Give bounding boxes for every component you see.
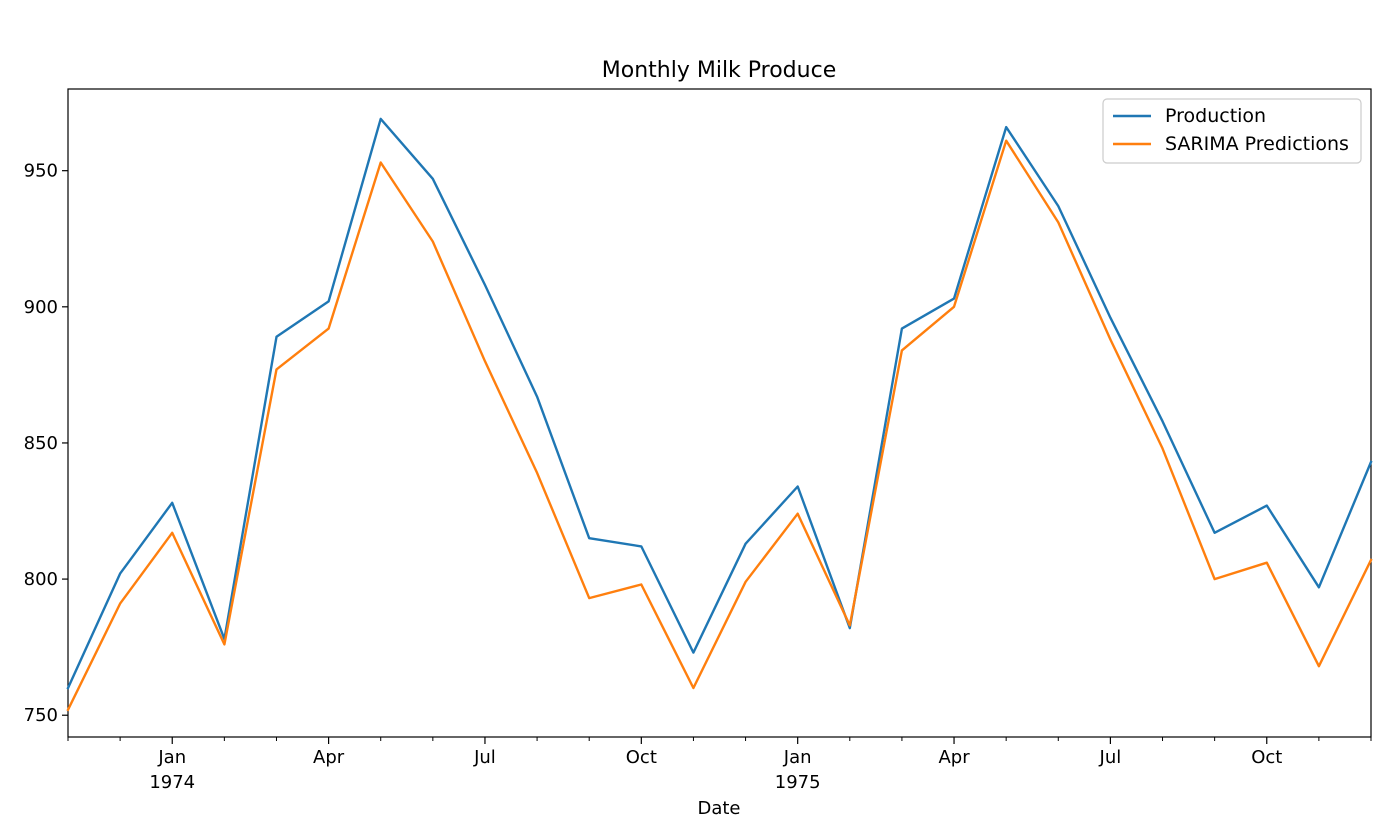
- x-tick-label: Oct: [626, 747, 657, 768]
- legend-label-production: Production: [1165, 105, 1266, 127]
- plot-frame: [67, 88, 1372, 738]
- legend-box: [1102, 98, 1362, 164]
- chart-title: Monthly Milk Produce: [602, 58, 836, 83]
- legend-label-sarima-predictions: SARIMA Predictions: [1165, 133, 1349, 155]
- series-layer: [66, 117, 1373, 712]
- x-tick-label: Jan: [157, 747, 186, 768]
- x-tick-label: Jul: [1099, 747, 1122, 768]
- x-tick-label: Jan: [783, 747, 812, 768]
- x-tick-label: Oct: [1251, 747, 1282, 768]
- y-tick-label: 800: [24, 569, 58, 590]
- plot-area: [67, 88, 1372, 738]
- x-axis-title: Date: [697, 798, 740, 818]
- y-tick-label: 900: [24, 297, 58, 318]
- series-line-sarima-predictions: [66, 139, 1373, 712]
- x-axis: Jan 1974 Apr Jul Oct Jan 1975 Apr Jul Oct: [67, 737, 1372, 793]
- series-line-production: [66, 117, 1373, 690]
- x-tick-label: Apr: [313, 747, 345, 768]
- x-tick-label: Jul: [473, 747, 496, 768]
- x-tick-year-label: 1975: [775, 772, 821, 793]
- y-tick-label: 750: [24, 705, 58, 726]
- legend: Production SARIMA Predictions: [1102, 98, 1362, 164]
- y-axis: 750 800 850 900 950: [24, 161, 68, 726]
- y-tick-label: 850: [24, 433, 58, 454]
- x-tick-year-label: 1974: [149, 772, 195, 793]
- x-tick-label: Apr: [938, 747, 970, 768]
- y-tick-label: 950: [24, 161, 58, 182]
